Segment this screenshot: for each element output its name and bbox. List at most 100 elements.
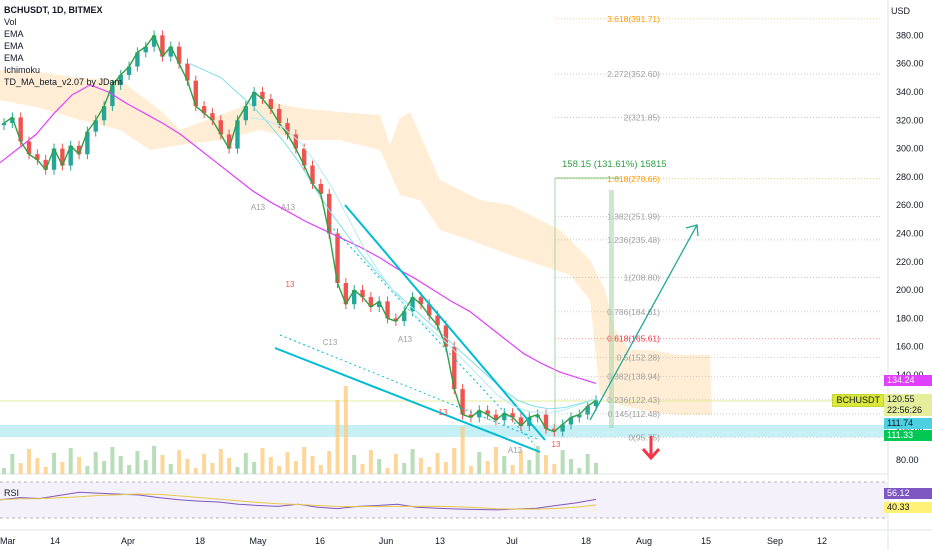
volume-bar — [577, 468, 582, 474]
td-annotation: 13 — [552, 440, 561, 449]
td-annotation: A13 — [398, 335, 413, 344]
rsi-value-badge: 56.12 — [884, 488, 932, 499]
volume-bar — [435, 453, 440, 474]
volume-bar — [235, 467, 240, 474]
td-annotation: A13 — [508, 446, 523, 455]
candle-body — [351, 290, 357, 305]
x-tick-label: Aug — [636, 536, 652, 546]
td-annotation: A13 — [251, 203, 266, 212]
time-axis[interactable]: Mar 14 Apr 18 May 16 Jun 13 Jul 18 Aug 15 Sep 12 — [0, 536, 827, 546]
candle-body — [318, 183, 324, 194]
candle-body — [368, 297, 374, 308]
candle-body — [176, 46, 182, 64]
candle-body — [343, 282, 349, 305]
support-top-badge: 111.74 — [884, 418, 932, 429]
fib-label: 3.618(391.71) — [607, 14, 660, 24]
fib-label: 2.272(352.60) — [607, 69, 660, 79]
candle-body — [1, 123, 7, 126]
y-tick-label: 160.00 — [896, 342, 924, 352]
candle-body — [43, 159, 48, 170]
fib-label: 0.145(112.48) — [608, 409, 660, 419]
current-price-value: 120.55 — [887, 394, 915, 404]
candle-body — [510, 413, 515, 418]
indicator-ema-2[interactable]: EMA — [4, 41, 24, 51]
candle-body — [418, 297, 424, 305]
channel-inner-lower — [279, 334, 541, 441]
candle-body — [218, 120, 223, 135]
x-tick-label: May — [249, 536, 267, 546]
volume-bar — [77, 457, 82, 474]
volume-bar — [18, 463, 23, 474]
y-tick-label: 360.00 — [896, 59, 924, 69]
candle-body — [485, 410, 490, 415]
volume-bar — [252, 462, 257, 474]
volume-bar — [377, 459, 382, 474]
rsi-label: RSI — [4, 488, 20, 498]
volume-bar — [118, 456, 123, 474]
fib-label: 0.236(122.43) — [607, 395, 660, 405]
volume-bar — [493, 447, 498, 474]
volume-bar — [202, 454, 207, 474]
ema-slow-price-badge: 134.24 — [884, 375, 932, 386]
volume-bar — [285, 452, 290, 474]
x-tick-label: Jul — [506, 536, 518, 546]
x-tick-label: 18 — [195, 536, 205, 546]
volume-bar — [143, 460, 148, 474]
indicator-td-ma[interactable]: TD_MA_beta_v2.07 by JDam — [4, 77, 123, 87]
indicator-ema-3[interactable]: EMA — [4, 53, 24, 63]
fib-label: 0.5(152.28) — [617, 353, 661, 363]
x-tick-label: Mar — [0, 536, 16, 546]
rsi-band — [0, 482, 888, 518]
volume-bar — [485, 461, 490, 474]
volume-bar — [293, 461, 298, 474]
channel-upper-line — [344, 204, 546, 441]
volume-bar — [310, 456, 315, 474]
volume-bar — [210, 463, 215, 474]
volume-bar — [560, 450, 565, 474]
volume-bar — [35, 458, 40, 474]
volume-bar — [227, 458, 232, 474]
indicator-ichimoku[interactable]: Ichimoku — [4, 65, 41, 75]
candle-body — [560, 424, 565, 432]
bar-countdown: 22:56:26 — [887, 405, 923, 415]
volume-bar — [302, 447, 307, 474]
candle-body — [276, 108, 282, 124]
volume-bar — [360, 464, 365, 474]
volume-bar — [327, 451, 332, 474]
indicator-vol[interactable]: Vol — [4, 17, 17, 27]
candle-body — [285, 123, 290, 135]
candle-body — [443, 325, 449, 347]
candle-body — [35, 154, 40, 160]
chart-legend: BCHUSDT, 1D, BITMEX Vol EMA EMA EMA Ichi… — [4, 4, 122, 88]
x-tick-label: 14 — [50, 536, 60, 546]
candle-body — [377, 301, 382, 308]
candle-body — [10, 117, 15, 124]
rsi-ma-badge: 40.33 — [884, 502, 932, 513]
candle-body — [143, 46, 148, 53]
x-tick-label: 16 — [315, 536, 325, 546]
volume-bar — [52, 453, 57, 474]
measure-label: 158.15 (131.61%) 15815 — [562, 159, 667, 170]
ema-slow-line — [0, 84, 597, 384]
channel-lower-line — [274, 347, 541, 453]
x-tick-label: 18 — [581, 536, 591, 546]
candle-body — [293, 134, 299, 149]
ichimoku-cloud — [0, 70, 712, 415]
projection-up-arrow — [589, 224, 698, 421]
x-tick-label: Sep — [767, 536, 783, 546]
volume-bar — [43, 467, 48, 474]
candle-body — [101, 106, 107, 121]
volume-bar — [10, 454, 15, 474]
td-annotation: A13 — [281, 203, 296, 212]
chart-title: BCHUSDT, 1D, BITMEX — [4, 5, 103, 15]
candle-body — [85, 131, 90, 155]
candle-body — [518, 417, 524, 426]
indicator-ema-1[interactable]: EMA — [4, 29, 24, 39]
candle-body — [235, 120, 240, 149]
symbol-badge: BCHUSDT — [832, 394, 884, 407]
candle-body — [193, 80, 198, 107]
volume-bar — [152, 446, 157, 474]
y-tick-label: 280.00 — [896, 172, 924, 182]
volume-bar — [552, 464, 557, 474]
